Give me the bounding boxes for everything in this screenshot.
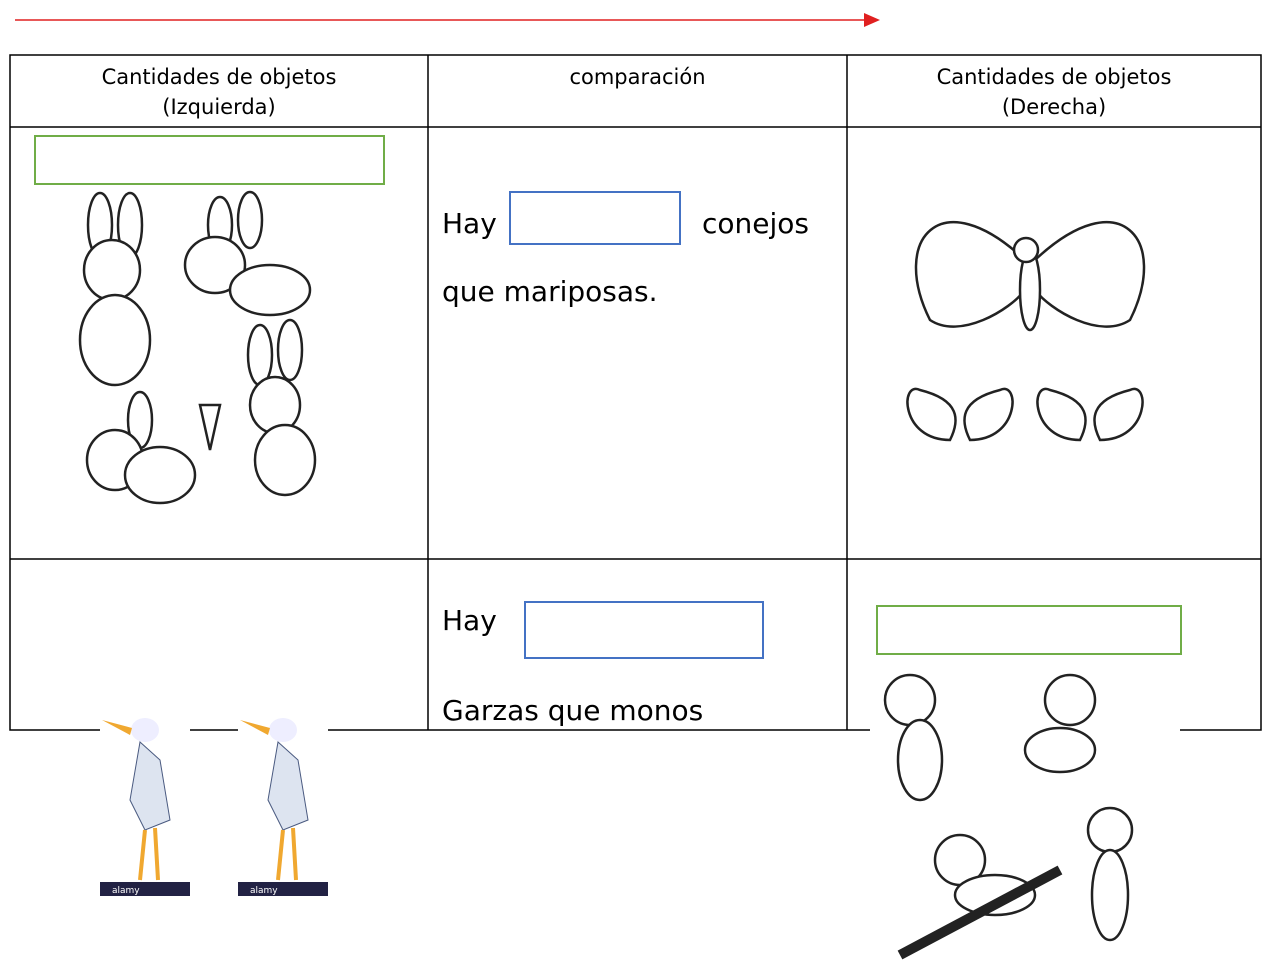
header-line: (Derecha)	[1001, 95, 1107, 119]
cell-text: Hay	[442, 604, 497, 637]
cell-text: Garzas que monos	[442, 694, 704, 727]
rabbits-image	[78, 190, 317, 505]
header-line: comparación	[569, 65, 706, 89]
header-line: Cantidades de objetos	[101, 65, 337, 89]
stork-images	[100, 690, 328, 900]
answer-box	[509, 191, 681, 245]
header-line: Cantidades de objetos	[936, 65, 1172, 89]
header-cell: comparación	[428, 62, 847, 92]
header-cell: Cantidades de objetos (Izquierda)	[10, 62, 428, 122]
cell-text: que mariposas.	[442, 275, 658, 308]
answer-box	[876, 605, 1182, 655]
cell-text: conejos	[702, 207, 809, 240]
watermark: alamy	[250, 886, 278, 896]
table-grid	[9, 54, 1262, 731]
cell-text: Hay	[442, 207, 497, 240]
answer-box	[34, 135, 385, 185]
watermark: alamy	[112, 886, 140, 896]
header-cell: Cantidades de objetos (Derecha)	[847, 62, 1261, 122]
arrow-head	[864, 13, 880, 27]
answer-box	[524, 601, 764, 659]
butterflies-image	[906, 221, 1146, 442]
monkeys-image	[870, 655, 1180, 960]
header-line: (Izquierda)	[162, 95, 276, 119]
